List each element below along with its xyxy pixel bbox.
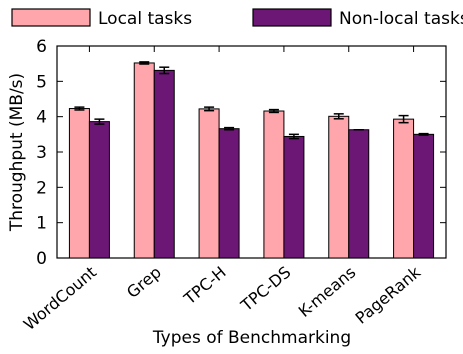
y-tick-label: 2 — [36, 178, 47, 198]
bar-nonlocal-k-means — [348, 129, 370, 259]
y-tick-label: 0 — [36, 249, 47, 269]
bar-nonlocal-pagerank — [413, 133, 435, 259]
bar-nonlocal-wordcount — [88, 121, 110, 259]
bar-nonlocal-tpc-h — [218, 128, 240, 259]
x-axis-label: Types of Benchmarking — [152, 328, 351, 348]
bar-local-tpc-h — [198, 108, 220, 259]
y-tick-label: 1 — [36, 214, 47, 234]
bar-nonlocal-grep — [153, 69, 175, 259]
legend-swatch-nonlocal — [252, 8, 332, 27]
bar-local-pagerank — [393, 118, 415, 259]
y-tick-label: 3 — [36, 143, 47, 163]
x-tick-label: Grep — [123, 263, 165, 302]
x-tick-label: PageRank — [352, 262, 425, 328]
x-tick-label: TPC-H — [180, 263, 230, 309]
legend-swatch-local — [11, 8, 91, 27]
legend: Local tasks Non-local tasks — [11, 8, 463, 29]
legend-label-nonlocal: Non-local tasks — [339, 9, 463, 29]
x-tick-label: TPC-DS — [236, 263, 294, 316]
y-tick-label: 4 — [36, 108, 47, 128]
y-axis-label: Throughput (MB/s) — [7, 73, 27, 232]
plot-frame — [56, 45, 447, 259]
legend-entry-nonlocal: Non-local tasks — [252, 8, 463, 29]
y-tick-label: 5 — [36, 72, 47, 92]
bar-local-wordcount — [68, 108, 90, 259]
bar-local-tpc-ds — [263, 110, 285, 259]
x-tick-label: K-means — [295, 263, 360, 321]
plot-area: 0 1 2 3 4 5 6 WordCount Grep TPC-H TPC-DS K-meansPa… — [20, 37, 447, 335]
legend-entry-local: Local tasks — [11, 8, 192, 29]
x-tick-label: WordCount — [20, 263, 100, 335]
y-tick-label: 6 — [36, 37, 47, 57]
legend-label-local: Local tasks — [98, 9, 192, 29]
bar-nonlocal-tpc-ds — [283, 135, 305, 259]
bar-local-k-means — [328, 115, 350, 259]
bar-local-grep — [133, 62, 155, 259]
